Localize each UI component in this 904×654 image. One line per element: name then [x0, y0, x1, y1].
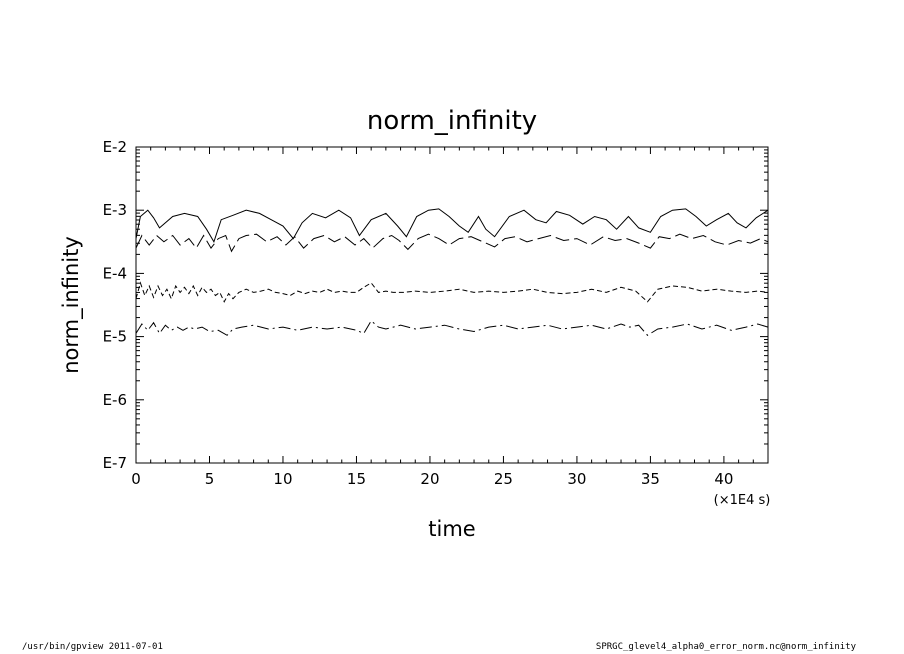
series-layer — [135, 208, 769, 336]
x-tick-label: 15 — [347, 470, 366, 488]
x-tick-label: 35 — [641, 470, 660, 488]
y-tick-label: E-6 — [103, 391, 127, 409]
series-line-1 — [135, 208, 769, 244]
x-tick-label: 10 — [273, 470, 292, 488]
x-tick-label: 30 — [567, 470, 586, 488]
y-axis-label: norm_infinity — [59, 236, 84, 374]
x-axis-unit: (×1E4 s) — [714, 493, 771, 508]
y-axis: E-2 E-3 E-4 E-5 E-6 E-7 — [103, 138, 768, 472]
x-tick-label: 0 — [131, 470, 141, 488]
series-line-2 — [135, 233, 769, 253]
x-tick-label: 5 — [205, 470, 215, 488]
series-line-3 — [135, 281, 769, 303]
chart-title: norm_infinity — [367, 106, 537, 136]
y-tick-label: E-7 — [103, 454, 127, 472]
y-tick-label: E-3 — [103, 201, 127, 219]
x-axis: 0 5 10 15 20 25 30 35 40 — [131, 147, 769, 488]
y-tick-label: E-4 — [103, 264, 127, 282]
x-tick-label: 25 — [494, 470, 513, 488]
x-axis-label: time — [428, 517, 475, 541]
footer-left: /usr/bin/gpview 2011-07-01 — [22, 642, 163, 652]
y-tick-label: E-5 — [103, 328, 127, 346]
series-line-4 — [135, 320, 769, 336]
footer-right: SPRGC_glevel4_alpha0_error_norm.nc@norm_… — [595, 642, 856, 652]
x-tick-label: 20 — [420, 470, 439, 488]
y-tick-label: E-2 — [103, 138, 127, 156]
plot-frame — [135, 146, 769, 464]
x-tick-label: 40 — [714, 470, 733, 488]
